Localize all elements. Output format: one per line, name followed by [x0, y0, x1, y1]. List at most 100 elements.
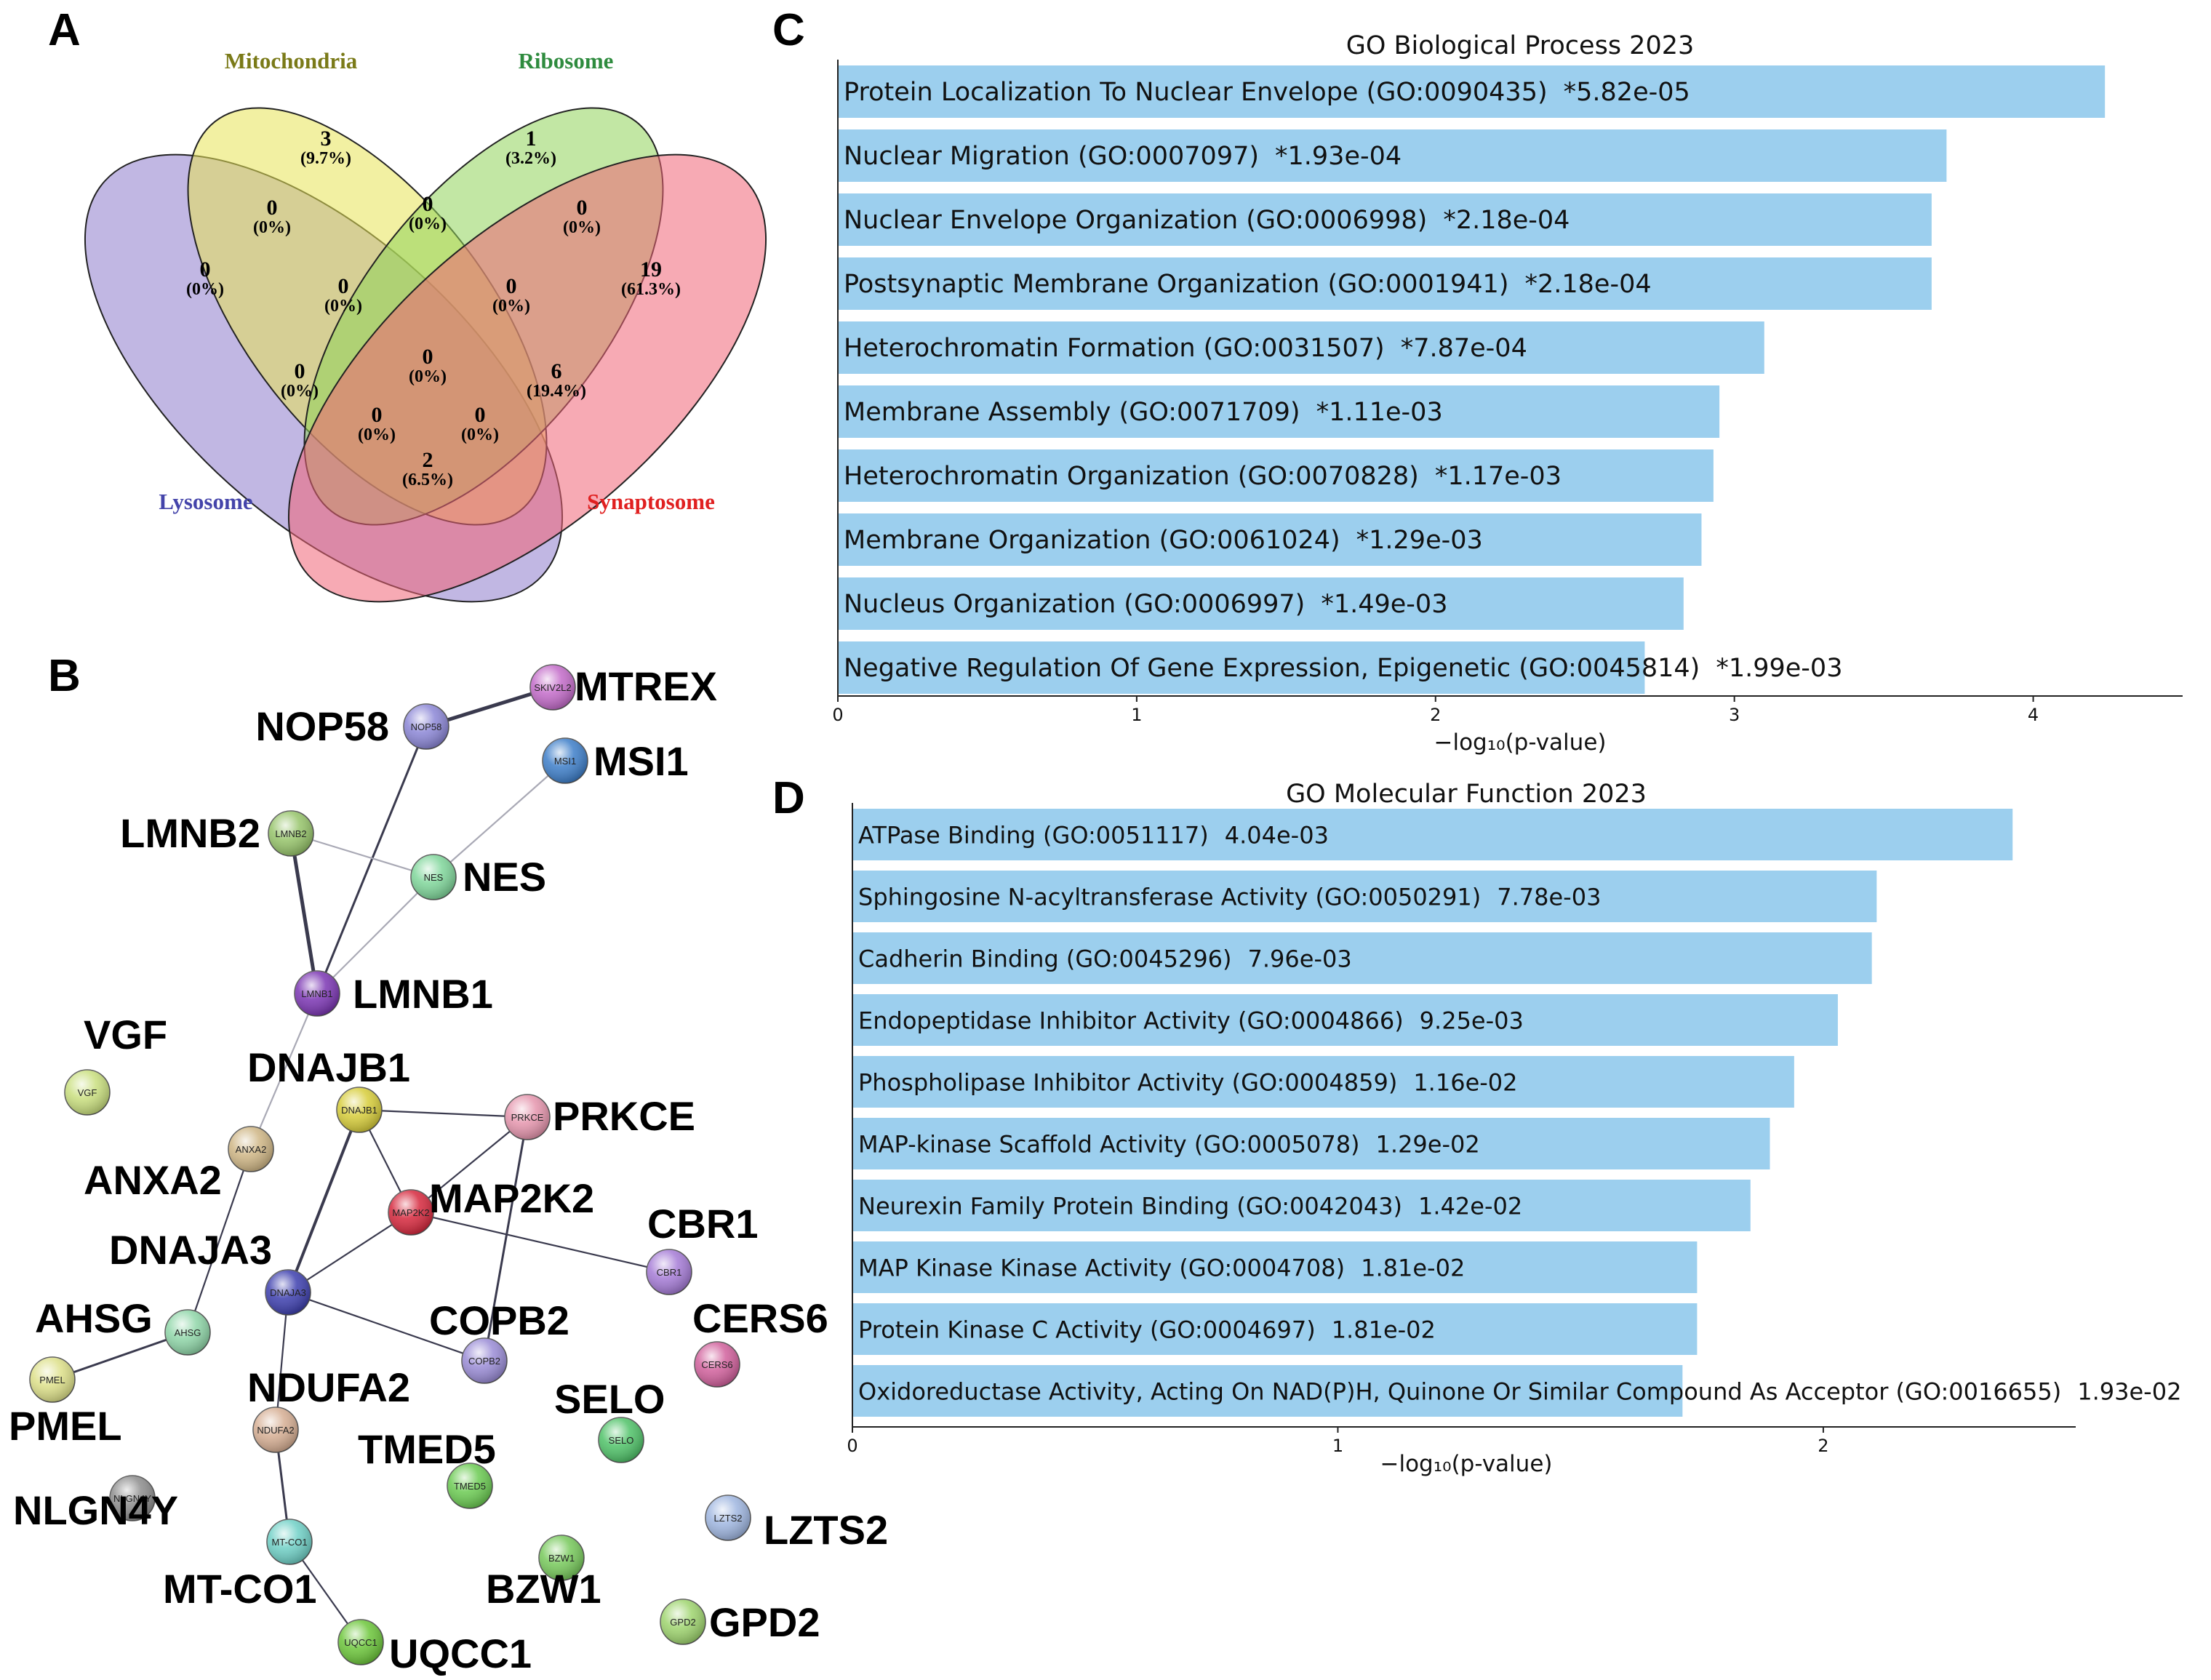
- bar-6: [852, 1118, 1770, 1169]
- network-node-copb2[interactable]: COPB2 COPB2: [429, 1297, 569, 1384]
- bar-pvalue: 1.42e-02: [1418, 1193, 1522, 1220]
- bar-category: MAP-kinase Scaffold Activity (GO:0005078…: [858, 1131, 1360, 1159]
- network-node-map2k2[interactable]: MAP2K2 MAP2K2: [388, 1175, 594, 1236]
- venn-region-lyso-ribo: 0(0%): [281, 359, 319, 401]
- venn-count: 6: [551, 359, 562, 383]
- network-node-lmnb1[interactable]: LMNB1 LMNB1: [294, 970, 493, 1017]
- bar-8: [852, 1241, 1698, 1293]
- network-edge-prkce-map2k2: [410, 1116, 528, 1213]
- node-label: CBR1: [647, 1201, 758, 1247]
- bar-category: Oxidoreductase Activity, Acting On NAD(P…: [858, 1378, 2061, 1406]
- network-node-mt-co1[interactable]: MT-CO1 MT-CO1: [163, 1519, 317, 1612]
- network-node-ahsg[interactable]: AHSG AHSG: [35, 1295, 211, 1356]
- node-inner-label: LMNB2: [275, 828, 306, 839]
- network-edge-msi1-nes: [433, 760, 566, 878]
- bar-9: [852, 1303, 1698, 1355]
- network-node-bzw1[interactable]: BZW1 BZW1: [486, 1535, 601, 1612]
- network-node-prkce[interactable]: PRKCE PRKCE: [504, 1093, 695, 1140]
- node-gloss: [660, 1599, 705, 1644]
- network-node-mtrex[interactable]: SKIV2L2 MTREX: [529, 663, 717, 711]
- network-node-nes[interactable]: NES NES: [410, 854, 546, 900]
- venn-percent: (0%): [492, 297, 530, 316]
- node-label: UQCC1: [389, 1631, 532, 1676]
- network-node-uqcc1[interactable]: UQCC1 UQCC1: [337, 1619, 532, 1676]
- venn-percent: (3.2%): [505, 149, 556, 168]
- bar-category: Sphingosine N-acyltransferase Activity (…: [858, 884, 1481, 911]
- network-node-cbr1[interactable]: CBR1 CBR1: [646, 1201, 758, 1295]
- bar-category: Nucleus Organization (GO:0006997): [844, 590, 1305, 619]
- x-tick-label: 1: [1332, 1436, 1343, 1456]
- network-edge-anxa2-ahsg: [186, 1148, 252, 1333]
- venn-count: 0: [200, 257, 211, 281]
- bar-pvalue: 1.93e-02: [2077, 1378, 2181, 1406]
- network-node-ndufa2[interactable]: NDUFA2 NDUFA2: [247, 1364, 410, 1453]
- chart-go-molecular-function: GO Molecular Function 2023 ATPase Bindin…: [847, 780, 2181, 1477]
- network-node-pmel[interactable]: PMEL PMEL: [9, 1356, 122, 1449]
- venn-percent: (0%): [324, 297, 362, 316]
- node-inner-label: LMNB1: [301, 988, 332, 999]
- bar-label-8: MAP Kinase Kinase Activity (GO:0004708) 1…: [858, 1255, 1465, 1282]
- venn-region-mito-only: 3(9.7%): [300, 127, 351, 168]
- bar-category: Endopeptidase Inhibitor Activity (GO:000…: [858, 1007, 1404, 1035]
- bar-category: Postsynaptic Membrane Organization (GO:0…: [844, 270, 1508, 299]
- node-gloss: [30, 1357, 75, 1402]
- network-node-dnajb1[interactable]: DNAJB1 DNAJB1: [247, 1044, 410, 1133]
- venn-count: 0: [338, 274, 349, 298]
- network-edge-lmnb2-lmnb1: [289, 833, 319, 994]
- venn-region-mito-ribo-syn: 0(0%): [492, 274, 530, 316]
- node-label: LMNB2: [120, 810, 260, 856]
- node-inner-label: CBR1: [657, 1267, 682, 1278]
- network-node-anxa2[interactable]: ANXA2 ANXA2: [84, 1126, 274, 1203]
- node-gloss: [165, 1310, 210, 1355]
- venn-count: 3: [321, 127, 332, 151]
- venn-count: 0: [577, 196, 588, 220]
- network-edge-prkce-copb2: [483, 1116, 529, 1361]
- bar-pvalue: 1.81e-02: [1332, 1316, 1436, 1344]
- chart-c-x-axis: 0 1 2 3 4: [832, 60, 2183, 725]
- venn-region-mito-syn: 6(19.4%): [527, 359, 586, 401]
- node-label: LZTS2: [764, 1507, 888, 1553]
- venn-label-mitochondria: Mitochondria: [225, 48, 358, 73]
- network-node-vgf[interactable]: VGF VGF: [64, 1012, 167, 1116]
- venn-percent: (6.5%): [402, 471, 453, 489]
- node-inner-label: PMEL: [39, 1375, 65, 1385]
- network-node-cers6[interactable]: CERS6 CERS6: [692, 1295, 828, 1388]
- network-edge-lmnb1-anxa2: [249, 993, 319, 1150]
- network-node-lzts2[interactable]: LZTS2 LZTS2: [705, 1495, 888, 1553]
- network-node-selo[interactable]: SELO SELO: [554, 1376, 665, 1463]
- network-node-lmnb2[interactable]: LMNB2 LMNB2: [120, 810, 314, 857]
- node-label: LMNB1: [353, 971, 493, 1017]
- network-node-tmed5[interactable]: TMED5 TMED5: [358, 1426, 496, 1509]
- network-edge-dnajb1-prkce: [359, 1108, 528, 1119]
- bar-label-8: Membrane Organization (GO:0061024) *1.29e…: [844, 526, 1483, 555]
- venn-count: 0: [423, 192, 433, 216]
- node-gloss: [505, 1095, 550, 1140]
- node-gloss: [337, 1087, 382, 1132]
- network-edge-dnaja3-copb2: [287, 1291, 485, 1362]
- bar-label-6: MAP-kinase Scaffold Activity (GO:0005078…: [858, 1131, 1480, 1159]
- node-inner-label: SELO: [609, 1435, 634, 1446]
- bar-label-5: Phospholipase Inhibitor Activity (GO:000…: [858, 1069, 1518, 1097]
- node-label: MAP2K2: [429, 1175, 594, 1221]
- bar-category: ATPase Binding (GO:0051117): [858, 822, 1209, 849]
- bar-category: MAP Kinase Kinase Activity (GO:0004708): [858, 1255, 1345, 1282]
- network-node-msi1[interactable]: MSI1 MSI1: [542, 737, 689, 784]
- venn-count: 0: [267, 196, 278, 220]
- venn-region-lyso-only: 0(0%): [186, 257, 224, 299]
- node-label: DNAJB1: [247, 1044, 410, 1090]
- node-label: MSI1: [593, 738, 689, 784]
- venn-region-lyso-mito-syn: 0(0%): [461, 403, 499, 444]
- venn-count: 0: [295, 359, 305, 383]
- network-node-gpd2[interactable]: GPD2 GPD2: [660, 1599, 820, 1645]
- chart-d-bars: [852, 809, 2013, 1417]
- node-inner-label: UQCC1: [344, 1637, 377, 1648]
- network-node-dnaja3[interactable]: DNAJA3 DNAJA3: [109, 1227, 311, 1316]
- node-gloss: [338, 1620, 383, 1665]
- chart-c-x-label: −log₁₀(p-value): [1434, 729, 1607, 756]
- venn-region-ribo-syn: 0(0%): [563, 196, 601, 237]
- venn-percent: (61.3%): [621, 280, 681, 299]
- network-node-nop58[interactable]: NOP58 NOP58: [255, 703, 449, 750]
- node-inner-label: LZTS2: [713, 1513, 742, 1524]
